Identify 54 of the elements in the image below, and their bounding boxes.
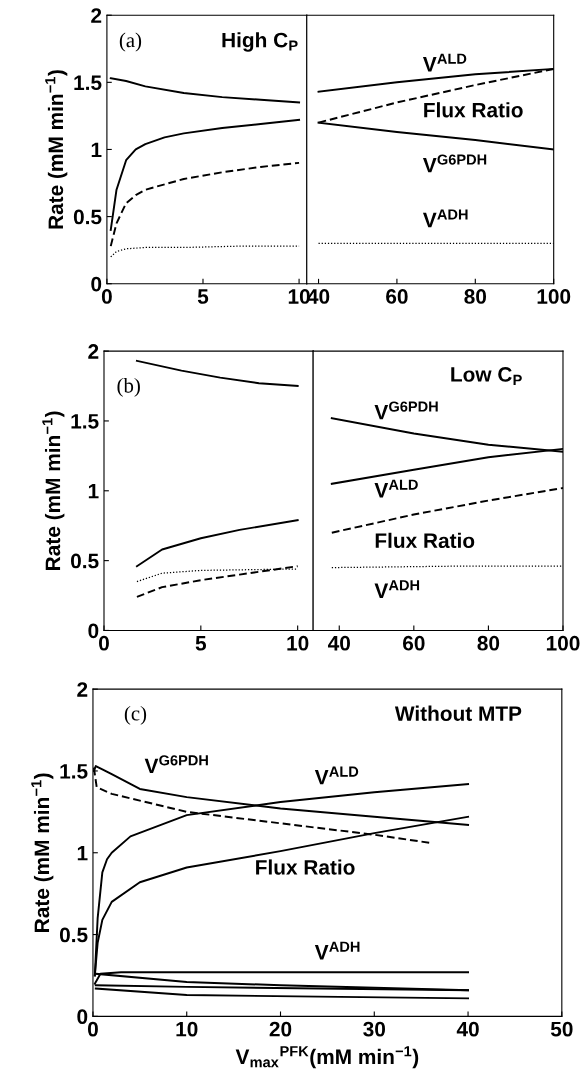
annotation: Flux Ratio (424, 102, 523, 118)
y-tick-label: 0.5 (71, 553, 99, 569)
x-tick-label: 40 (327, 635, 350, 651)
annotation: (b) (117, 377, 140, 397)
x-tick-label: 80 (464, 289, 487, 304)
x-tick-label: 5 (195, 636, 207, 651)
x-tick-label: 30 (363, 1021, 386, 1037)
annotation: V$^{ALD}$ (374, 479, 418, 498)
annotation: V$^{ALD}$ (314, 766, 359, 785)
annotation: Low C$_{P}$ (451, 367, 522, 385)
annotation: V$^{G6PDH}$ (374, 401, 438, 420)
annotation: V$^{G6PDH}$ (144, 755, 208, 774)
annotation: V$^{ADH}$ (374, 580, 420, 598)
annotation: High C$_{P}$ (222, 32, 298, 52)
x-axis-title: V$_{max}$$^{PFK}$(mM min$^{−1}$) (235, 1046, 419, 1069)
x-tick-label: 60 (386, 289, 408, 304)
annotation: Without MTP (394, 705, 522, 721)
annotation: Flux Ratio (375, 532, 475, 549)
annotation: (a) (119, 32, 142, 52)
x-tick-label: 20 (269, 1021, 292, 1037)
x-tick-label: 10 (287, 635, 309, 651)
annotation: V$^{ADH}$ (422, 209, 468, 228)
annotation: V$^{G6PDH}$ (422, 154, 487, 173)
x-tick-label: 100 (537, 289, 571, 304)
y-tick-label: 1.5 (74, 75, 102, 91)
x-tick-label: 40 (456, 1021, 479, 1037)
x-tick-label: 10 (176, 1021, 198, 1037)
y-axis-title: Rate (mM min$^{−1}$) (42, 411, 65, 570)
y-axis-title: Rate (mM min$^{−1}$) (45, 70, 68, 229)
x-tick-label: 60 (403, 635, 425, 651)
x-tick-label: 50 (550, 1021, 573, 1037)
y-tick-label: 1.5 (71, 414, 99, 429)
y-tick-label: 0.5 (59, 927, 88, 943)
y-tick-label: 1 (77, 845, 88, 861)
y-tick-label: 0 (88, 623, 99, 639)
annotation: (c) (124, 705, 147, 725)
y-tick-label: 2 (91, 8, 102, 23)
annotation: V$^{ADH}$ (314, 941, 360, 960)
y-axis-title: Rate (mM min$^{−1}$) (31, 773, 54, 932)
x-tick-label: 0 (101, 289, 112, 304)
y-tick-label: 1 (91, 142, 102, 158)
annotation: V$^{ALD}$ (422, 53, 467, 72)
x-tick-label: 100 (546, 635, 580, 651)
y-tick-label: 0 (91, 276, 102, 292)
y-tick-label: 0.5 (73, 209, 102, 225)
y-tick-label: 1.5 (60, 764, 88, 779)
x-tick-label: 5 (197, 289, 209, 304)
x-tick-label: 80 (477, 635, 500, 651)
y-tick-label: 2 (88, 344, 99, 359)
y-tick-label: 1 (88, 484, 99, 499)
y-tick-label: 0 (77, 1009, 88, 1025)
annotation: Flux Ratio (256, 859, 355, 875)
y-tick-label: 2 (77, 682, 88, 697)
x-tick-label: 10 (288, 289, 310, 304)
